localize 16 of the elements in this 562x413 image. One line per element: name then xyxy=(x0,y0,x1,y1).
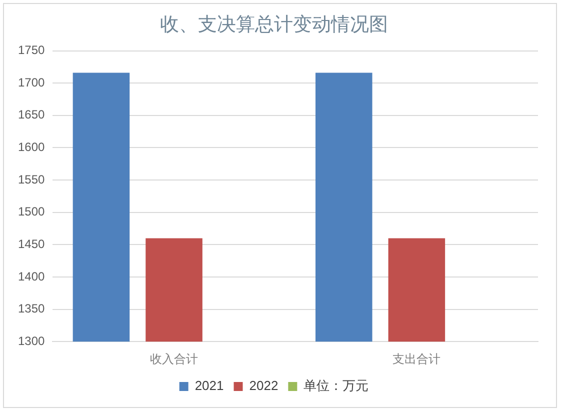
y-tick-label: 1650 xyxy=(18,108,46,122)
x-tick-label: 支出合计 xyxy=(392,352,441,366)
y-tick-label: 1500 xyxy=(18,204,46,219)
legend-label: 2022 xyxy=(249,378,278,394)
y-tick-label: 1600 xyxy=(18,140,46,154)
y-tick-label: 1350 xyxy=(18,302,46,316)
legend-label: 单位：万元 xyxy=(304,378,369,394)
y-tick-label: 1550 xyxy=(18,172,46,186)
y-tick-label: 1300 xyxy=(18,334,46,348)
chart-title: 收、支决算总计变动情况图 xyxy=(160,14,388,36)
y-tick-label: 1700 xyxy=(18,75,46,90)
y-tick-label: 1400 xyxy=(18,269,46,284)
y-tick-label: 1450 xyxy=(18,236,46,251)
x-tick-label: 收入合计 xyxy=(150,352,198,366)
y-tick-label: 1750 xyxy=(18,43,46,58)
legend-label: 2021 xyxy=(194,378,224,394)
